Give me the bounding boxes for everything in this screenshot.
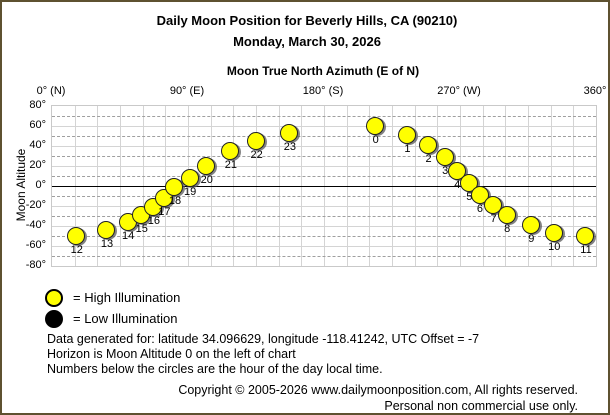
hour-label: 17 (158, 206, 171, 218)
copyright-text: Copyright © 2005-2026 www.dailymoonposit… (178, 383, 578, 397)
hour-label: 16 (147, 215, 160, 227)
hour-label: 13 (100, 238, 114, 250)
y-axis-tick-label: -20° (25, 199, 46, 211)
hour-label: 22 (250, 149, 263, 161)
moon-point-hour-8 (497, 206, 516, 224)
hour-label: 20 (200, 174, 213, 186)
horizontal-gridline (52, 136, 596, 137)
note-data-generated: Data generated for: latitude 34.096629, … (47, 332, 480, 346)
hour-label: 21 (224, 159, 238, 171)
note-hour-numbers: Numbers below the circles are the hour o… (47, 362, 383, 376)
moon-point-hour-6 (470, 186, 489, 204)
horizontal-gridline (52, 196, 596, 197)
horizontal-gridline (52, 166, 596, 167)
y-axis-tick-label: 40° (29, 139, 46, 151)
y-axis-tick-label: 60° (29, 119, 46, 131)
y-axis-tick-label: 20° (29, 159, 46, 171)
hour-label: 12 (70, 244, 83, 256)
page-title: Daily Moon Position for Beverly Hills, C… (156, 13, 458, 28)
hour-label: 3 (442, 165, 449, 177)
hour-label: 7 (490, 213, 497, 225)
legend-low-label: = Low Illumination (73, 311, 178, 326)
horizontal-gridline (52, 146, 596, 147)
hour-label: 8 (504, 223, 511, 235)
x-axis-tick-label: 0° (N) (36, 85, 66, 97)
hour-label: 14 (122, 230, 135, 242)
horizontal-gridline (52, 116, 596, 117)
moon-point-hour-21 (221, 142, 240, 160)
legend-high-label: = High Illumination (73, 290, 181, 305)
horizontal-gridline (52, 216, 596, 217)
horizontal-gridline (52, 176, 596, 177)
moon-point-hour-9 (522, 216, 541, 234)
horizontal-gridline (52, 236, 596, 237)
moon-point-hour-18 (165, 178, 184, 196)
hour-label: 19 (183, 186, 197, 198)
y-axis-tick-label: -40° (25, 219, 46, 231)
high-illumination-icon (45, 289, 63, 307)
y-axis-tick-label: -60° (25, 239, 46, 251)
hour-label: 23 (283, 141, 296, 153)
hour-label: 10 (548, 241, 561, 253)
hour-label: 1 (404, 143, 411, 155)
horizontal-gridline (52, 226, 596, 227)
y-axis-tick-label: 80° (29, 99, 46, 111)
horizontal-gridline (52, 156, 596, 157)
moon-point-hour-3 (435, 148, 454, 166)
moon-point-hour-23 (280, 124, 299, 142)
hour-label: 11 (580, 244, 592, 256)
moon-point-hour-0 (366, 117, 385, 135)
x-axis-tick-label: 270° (W) (437, 85, 481, 97)
hour-label: 2 (425, 153, 432, 165)
page-date: Monday, March 30, 2026 (233, 34, 381, 49)
y-axis-tick-label: 0° (35, 179, 46, 191)
moon-point-hour-22 (247, 132, 265, 150)
horizontal-gridline (52, 246, 596, 247)
moon-point-hour-1 (398, 126, 417, 144)
note-horizon: Horizon is Moon Altitude 0 on the left o… (47, 347, 296, 361)
horizon-line (52, 186, 596, 187)
usage-text: Personal non commercial use only. (384, 399, 578, 413)
moon-point-hour-10 (544, 224, 563, 242)
moon-point-hour-11 (576, 227, 595, 245)
moon-point-hour-4 (447, 162, 466, 180)
horizontal-gridline (52, 126, 596, 127)
low-illumination-icon (45, 310, 63, 328)
hour-label: 5 (466, 191, 473, 203)
hour-label: 0 (372, 134, 379, 146)
moon-point-hour-13 (97, 221, 116, 239)
moon-point-hour-20 (197, 157, 216, 175)
moon-point-hour-7 (484, 196, 503, 214)
hour-label: 18 (168, 195, 182, 207)
moon-point-hour-12 (67, 227, 86, 245)
horizontal-gridline (52, 256, 596, 257)
horizontal-gridline (52, 206, 596, 207)
hour-label: 6 (476, 203, 484, 215)
x-axis-title: Moon True North Azimuth (E of N) (226, 64, 420, 78)
hour-label: 9 (528, 233, 535, 245)
x-axis-tick-label: 90° (E) (169, 85, 205, 97)
y-axis-tick-label: -80° (25, 259, 46, 271)
azimuth-altitude-plot: 0 1 2 3 4 5 6 7 8 9 10 11 12 13 14 15 16 17 18 19 20 21 22 23 (51, 105, 597, 267)
x-axis-tick-label: 360° (583, 85, 607, 97)
moon-point-hour-2 (419, 136, 438, 154)
moon-point-hour-19 (180, 169, 199, 187)
hour-label: 15 (135, 223, 148, 235)
x-axis-tick-label: 180° (S) (302, 85, 344, 97)
hour-label: 4 (454, 179, 461, 191)
